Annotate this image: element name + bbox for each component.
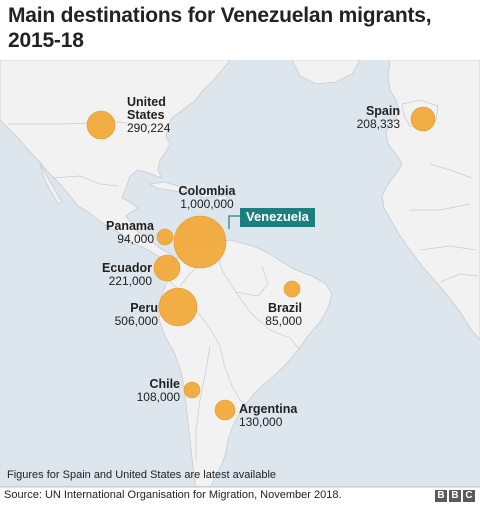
map <box>0 60 480 488</box>
bubble-spain <box>410 106 436 132</box>
label-united-states: United States 290,224 <box>127 96 170 135</box>
label-ecuador-name: Ecuador <box>101 261 152 275</box>
label-spain-name: Spain <box>365 104 400 118</box>
label-panama-value: 94,000 <box>117 232 154 246</box>
label-ecuador-value: 221,000 <box>108 274 152 288</box>
bubble-ecuador <box>153 254 181 282</box>
label-peru-value: 506,000 <box>114 314 158 328</box>
footnote: Figures for Spain and United States are … <box>7 469 277 481</box>
venezuela-leader-line <box>228 215 240 229</box>
label-argentina: Argentina 130,000 <box>239 403 297 429</box>
label-colombia-name: Colombia <box>178 184 236 198</box>
label-panama-name: Panama <box>106 219 154 233</box>
label-brazil-value: 85,000 <box>265 314 302 328</box>
chart-title: Main destinations for Venezuelan migrant… <box>8 4 432 52</box>
bbc-logo-block-1: B <box>435 490 447 502</box>
source-note: Source: UN International Organisation fo… <box>4 489 342 501</box>
label-united-states-name-line-1: United <box>127 95 166 109</box>
label-peru-name: Peru <box>130 301 158 315</box>
label-argentina-name: Argentina <box>239 402 298 416</box>
label-brazil-name: Brazil <box>267 301 302 315</box>
label-colombia-value: 1,000,000 <box>180 197 234 211</box>
label-chile: Chile 108,000 <box>118 378 180 404</box>
label-ecuador: Ecuador 221,000 <box>86 262 152 288</box>
bubble-colombia <box>173 215 227 269</box>
label-brazil: Brazil 85,000 <box>248 302 302 328</box>
label-united-states-value: 290,224 <box>127 121 171 135</box>
south-america-landmass <box>157 239 333 488</box>
bubble-united-states <box>86 110 116 140</box>
divider <box>0 486 480 487</box>
bubble-panama <box>156 228 174 246</box>
label-chile-name: Chile <box>149 377 180 391</box>
label-united-states-name-line-2: States <box>127 108 165 122</box>
label-panama: Panama 94,000 <box>92 220 154 246</box>
bbc-logo: B B C <box>435 490 475 502</box>
venezuela-highlight-label: Venezuela <box>240 208 315 227</box>
label-spain-value: 208,333 <box>356 117 400 131</box>
baja-california <box>39 163 63 205</box>
label-spain: Spain 208,333 <box>340 105 400 131</box>
greenland <box>291 60 361 85</box>
europe-africa-landmass <box>381 60 480 341</box>
caribbean-islands <box>148 181 229 201</box>
bbc-logo-block-3: C <box>463 490 475 502</box>
bubble-layer <box>86 106 436 421</box>
label-argentina-value: 130,000 <box>239 415 283 429</box>
bubble-brazil <box>283 280 301 298</box>
bubble-argentina <box>214 399 236 421</box>
map-canvas <box>0 60 480 488</box>
label-chile-value: 108,000 <box>136 390 180 404</box>
north-america-landmass <box>0 60 231 265</box>
label-peru: Peru 506,000 <box>96 302 158 328</box>
label-colombia: Colombia 1,000,000 <box>166 185 248 211</box>
bubble-peru <box>158 287 198 327</box>
bbc-logo-block-2: B <box>449 490 461 502</box>
bubble-chile <box>183 381 201 399</box>
